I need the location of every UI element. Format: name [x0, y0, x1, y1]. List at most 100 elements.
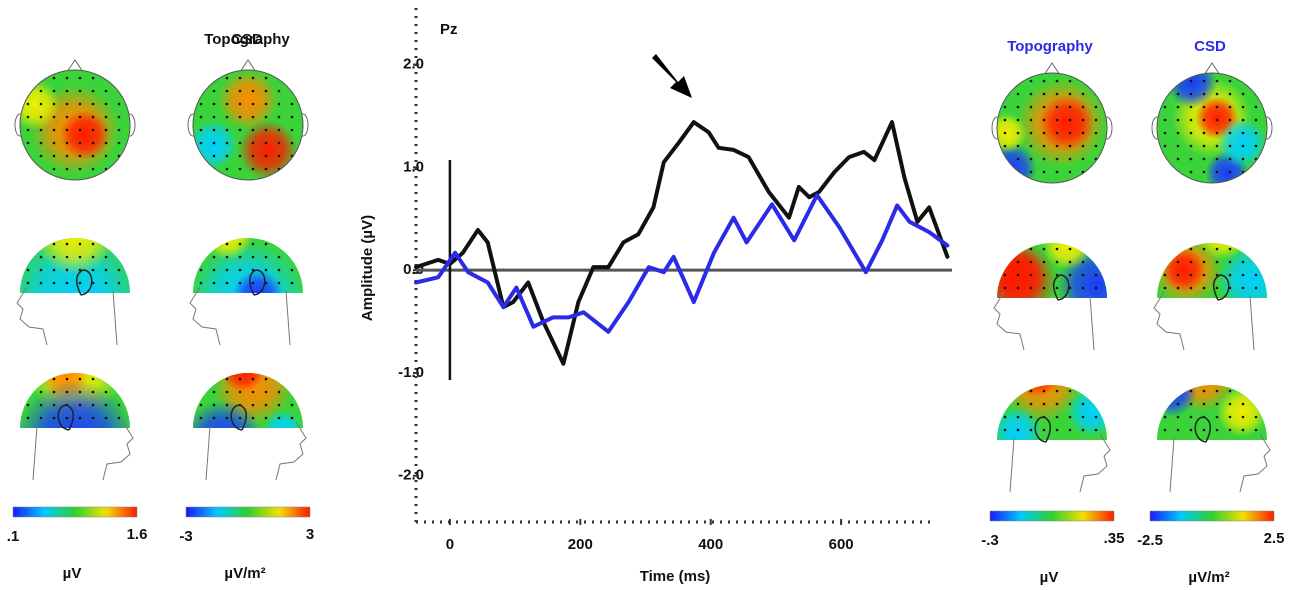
electrode [278, 295, 281, 298]
colorbar-max: .35 [1104, 530, 1125, 547]
electrode [26, 377, 30, 381]
electrode [264, 255, 268, 259]
map-blob [65, 280, 115, 293]
electrode [39, 268, 43, 272]
chart-title: Pz [440, 21, 458, 38]
electrode [104, 115, 108, 119]
electrode [1095, 455, 1098, 458]
colorbar-min: -3 [179, 528, 192, 545]
electrode [199, 242, 203, 246]
electrode [1190, 300, 1193, 303]
electrode [1003, 79, 1007, 83]
electrode [27, 443, 30, 446]
electrode [251, 167, 255, 171]
electrode [66, 295, 69, 298]
electrode [52, 281, 56, 285]
head-map [997, 364, 1111, 493]
colorbar-min: -2.5 [1137, 532, 1163, 549]
electrode [26, 102, 30, 106]
electrode [1189, 118, 1193, 122]
electrode [251, 89, 255, 93]
electrode [1215, 118, 1219, 122]
electrode [1190, 455, 1193, 458]
electrode [225, 141, 229, 145]
electrode [117, 390, 121, 394]
electrode [251, 242, 255, 246]
electrode [1043, 300, 1046, 303]
electrode [26, 242, 30, 246]
electrode [239, 365, 242, 368]
electrode [1017, 377, 1020, 380]
electrode [52, 102, 56, 106]
electrode [1163, 105, 1167, 109]
electrode [1016, 389, 1020, 393]
electrode [27, 217, 30, 220]
ear [1034, 416, 1051, 443]
electrode [238, 141, 242, 145]
electrode [199, 141, 203, 145]
electrode [277, 242, 281, 246]
electrode [1241, 389, 1245, 393]
nose [239, 59, 257, 73]
map-blob [1217, 245, 1267, 298]
electrode [1163, 79, 1167, 83]
electrode [1176, 415, 1180, 419]
electrode [78, 390, 82, 394]
electrode [278, 365, 281, 368]
electrode [225, 154, 229, 158]
map-blob [233, 270, 283, 293]
electrode [1241, 260, 1245, 264]
electrode [1215, 247, 1219, 251]
electrode [1163, 286, 1167, 290]
electrode [1203, 455, 1206, 458]
electrode [226, 365, 229, 368]
electrode [213, 308, 216, 311]
electrode [104, 416, 108, 420]
electrode [1241, 402, 1245, 406]
nose [1043, 62, 1061, 76]
ear [57, 404, 74, 431]
electrode [1081, 273, 1085, 277]
map-blob [1157, 385, 1197, 417]
electrode [1094, 131, 1098, 135]
electrode [1228, 247, 1232, 251]
electrode [1254, 247, 1258, 251]
electrode [226, 230, 229, 233]
electrode [1082, 442, 1085, 445]
electrode [239, 217, 242, 220]
electrode [1094, 273, 1098, 277]
electrode [291, 365, 294, 368]
electrode [65, 89, 69, 93]
electrode [39, 102, 43, 106]
electrode [252, 365, 255, 368]
electrode [1176, 389, 1180, 393]
electrode [225, 102, 229, 106]
map-blob [193, 120, 238, 170]
electrode [117, 242, 121, 246]
electrode [1229, 377, 1232, 380]
electrode [1042, 247, 1046, 251]
electrode [105, 443, 108, 446]
panel-title: Topography [1007, 38, 1093, 55]
electrode [199, 268, 203, 272]
electrode [213, 352, 216, 355]
electrode [290, 268, 294, 272]
electrode [1081, 389, 1085, 393]
electrode [264, 416, 268, 420]
face [993, 291, 1095, 351]
electrode [1069, 300, 1072, 303]
electrode [212, 128, 216, 132]
electrode [1068, 247, 1072, 251]
electrode [291, 230, 294, 233]
electrode [1255, 313, 1258, 316]
electrode [1042, 170, 1046, 174]
map-blob [221, 373, 265, 392]
electrode [1082, 364, 1085, 367]
electrode [1241, 105, 1245, 109]
map-fill [997, 364, 1107, 458]
electrode [1215, 131, 1219, 135]
electrode [1216, 222, 1219, 225]
electrode [40, 352, 43, 355]
electrode [39, 128, 43, 132]
head-map [19, 352, 134, 481]
